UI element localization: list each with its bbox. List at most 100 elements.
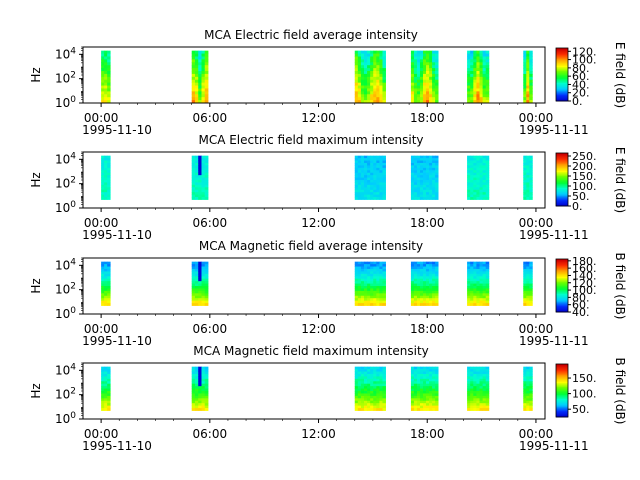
- spectrogram-cell: [432, 50, 436, 54]
- spectrogram-cell: [473, 286, 477, 289]
- colorbar-swatch: [556, 278, 568, 281]
- colorbar-swatch: [556, 371, 568, 374]
- spectrogram-cell: [357, 184, 362, 188]
- colorbar-swatch: [556, 167, 568, 170]
- spectrogram-cell: [413, 175, 418, 178]
- colorbar-swatch: [556, 410, 568, 413]
- spectrogram-cell: [413, 88, 418, 92]
- spectrogram-cell: [467, 172, 471, 176]
- spectrogram-cell: [429, 383, 433, 387]
- spectrogram-cell: [376, 88, 380, 92]
- spectrogram-cell: [470, 192, 474, 196]
- spectrogram-cell: [379, 180, 383, 183]
- spectrogram-cell: [419, 94, 424, 98]
- spectrogram-cell: [194, 300, 199, 304]
- spectrogram-cell: [479, 405, 484, 409]
- spectrogram-cell: [467, 91, 471, 95]
- spectrogram-cell: [429, 73, 433, 78]
- spectrogram-cell: [413, 170, 418, 174]
- spectrogram-cell: [370, 393, 374, 397]
- spectrogram-cell: [482, 388, 487, 392]
- spectrogram-cell: [432, 187, 436, 191]
- spectrogram-cell: [367, 100, 371, 104]
- colorbar-swatch: [556, 48, 568, 50]
- spectrogram-cell: [429, 261, 433, 265]
- spectrogram-cell: [419, 383, 424, 387]
- spectrogram-cell: [204, 165, 209, 169]
- spectrogram-cell: [419, 378, 424, 382]
- spectrogram-cell: [529, 383, 533, 387]
- spectrogram-cell: [370, 184, 374, 188]
- spectrogram-cell: [107, 391, 111, 394]
- spectrogram-cell: [410, 184, 415, 188]
- spectrogram-cell: [382, 303, 386, 306]
- spectrogram-cell: [191, 303, 196, 306]
- spectrogram-cell: [470, 91, 474, 95]
- spectrogram-cell: [413, 50, 418, 54]
- spectrogram-cell: [479, 383, 484, 387]
- spectrogram-cell: [373, 264, 377, 267]
- spectrogram-cell: [379, 59, 383, 63]
- spectrogram-cell: [357, 286, 362, 289]
- spectrogram-cell: [410, 278, 415, 282]
- spectrogram-cell: [191, 381, 196, 385]
- spectrogram-cell: [191, 53, 196, 57]
- spectrogram-cell: [476, 177, 480, 181]
- spectrogram-cell: [104, 162, 108, 166]
- spectrogram-cell: [376, 68, 380, 72]
- spectrogram-cell: [429, 76, 433, 81]
- spectrogram-cell: [416, 268, 421, 272]
- spectrogram-cell: [191, 50, 196, 54]
- colorbar-swatch: [556, 301, 568, 304]
- spectrogram-cell: [357, 165, 362, 169]
- spectrogram-cell: [364, 53, 368, 57]
- spectrogram-cell: [426, 264, 430, 267]
- spectrogram-cell: [379, 187, 383, 191]
- spectrogram-cell: [435, 100, 439, 104]
- spectrogram-cell: [423, 408, 427, 411]
- spectrogram-cell: [367, 180, 371, 183]
- spectrogram-cell: [191, 278, 196, 282]
- spectrogram-cell: [473, 165, 477, 169]
- spectrogram-cell: [426, 177, 430, 181]
- spectrogram-cell: [423, 286, 427, 289]
- spectrogram-cell: [419, 53, 424, 57]
- spectrogram-cell: [410, 167, 415, 171]
- spectrogram-cell: [426, 88, 430, 92]
- spectrogram-cell: [198, 398, 202, 402]
- colorbar-swatch: [556, 401, 568, 403]
- spectrogram-cell: [191, 88, 196, 92]
- spectrogram-cell: [201, 167, 206, 171]
- spectrogram-cell: [485, 266, 490, 270]
- spectrogram-cell: [191, 79, 196, 84]
- spectrogram-cell: [204, 373, 209, 377]
- spectrogram-cell: [479, 172, 484, 176]
- spectrogram-cell: [367, 187, 371, 191]
- colorbar-swatch: [556, 154, 568, 157]
- y-axis-label: Hz: [29, 383, 43, 398]
- spectrogram-cell: [416, 165, 421, 169]
- spectrogram-cell: [382, 266, 386, 270]
- spectrogram-cell: [413, 395, 418, 399]
- spectrogram-cell: [357, 197, 362, 200]
- spectrogram-cell: [476, 278, 480, 282]
- spectrogram-cell: [432, 71, 436, 75]
- spectrogram-cell: [364, 189, 368, 193]
- spectrogram-cell: [354, 167, 359, 171]
- spectrogram-cell: [382, 79, 386, 84]
- spectrogram-cell: [419, 160, 424, 164]
- spectrogram-cell: [201, 192, 206, 196]
- spectrogram-cell: [476, 290, 480, 294]
- spectrogram-cell: [410, 303, 415, 306]
- spectrogram-cell: [526, 165, 530, 169]
- spectrogram-cell: [382, 381, 386, 385]
- spectrogram-cell: [107, 71, 111, 75]
- spectrogram-cell: [479, 82, 484, 86]
- spectrogram-cell: [423, 167, 427, 171]
- spectrogram-cell: [423, 371, 427, 375]
- spectrogram-cell: [476, 286, 480, 289]
- spectrogram-cell: [419, 187, 424, 191]
- spectrogram-cell: [367, 295, 371, 299]
- spectrogram-cell: [419, 271, 424, 275]
- colorbar-swatch: [556, 285, 568, 288]
